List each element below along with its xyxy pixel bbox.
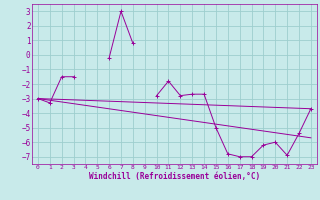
- X-axis label: Windchill (Refroidissement éolien,°C): Windchill (Refroidissement éolien,°C): [89, 172, 260, 181]
